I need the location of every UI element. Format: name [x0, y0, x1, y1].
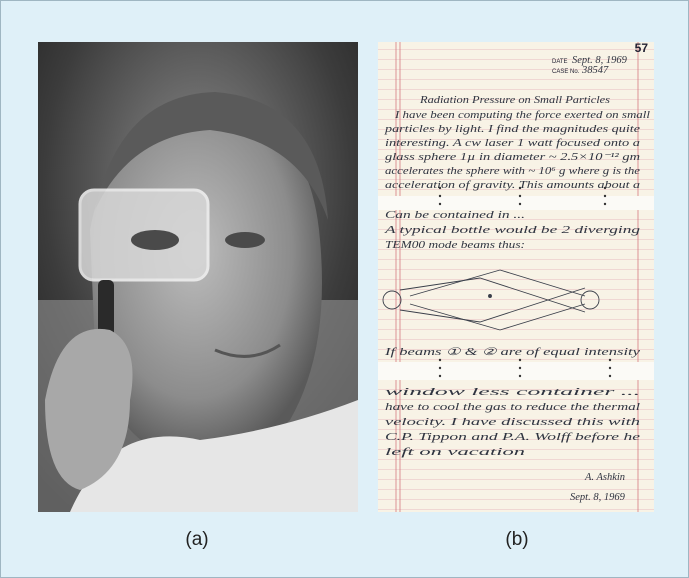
date-label: DATE	[552, 59, 568, 65]
handwritten-line: window less container ...	[385, 387, 640, 398]
signature-date: Sept. 8, 1969	[570, 492, 626, 503]
notebook-title: Radiation Pressure on Small Particles	[419, 95, 610, 106]
case-label: CASE No.	[552, 69, 580, 75]
handwritten-line: If beams ① & ② are of equal intensity	[383, 347, 640, 358]
panel-label: (b)	[505, 529, 528, 550]
handwritten-line: left on vacation	[385, 447, 525, 458]
handwritten-line: C.P. Tippon and P.A. Wolff before he	[385, 432, 641, 443]
handwritten-line: velocity. I have discussed this with	[385, 417, 640, 428]
notebook-page: 57 DATE Sept. 8, 1969 CASE No. 38547 Rad…	[378, 41, 654, 512]
handwritten-line: TEM00 mode beams thus:	[385, 240, 525, 251]
date: Sept. 8, 1969	[572, 55, 628, 66]
photo	[38, 42, 358, 512]
handwritten-line: A typical bottle would be 2 diverging	[383, 225, 640, 236]
handwritten-line: glass sphere 1µ in diameter ~ 2.5×10⁻¹² …	[385, 152, 641, 163]
handwritten-line: interesting. A cw laser 1 watt focused o…	[385, 138, 640, 149]
handwritten-line: have to cool the gas to reduce the therm…	[385, 402, 640, 413]
handwritten-line: accelerates the sphere with ~ 10⁶ g wher…	[385, 166, 640, 177]
handwritten-line: particles by light. I find the magnitude…	[384, 124, 641, 135]
case-number: 38547	[581, 65, 609, 76]
handwritten-line: Can be contained in ...	[385, 210, 525, 221]
panel-label: (a)	[185, 529, 208, 550]
handwritten-line: I have been computing the force exerted …	[394, 110, 650, 121]
page-number: 57	[635, 41, 649, 55]
handwritten-line: acceleration of gravity. This amounts ab…	[385, 180, 640, 191]
signature: A. Ashkin	[584, 472, 625, 483]
beam-sketch	[382, 269, 600, 331]
